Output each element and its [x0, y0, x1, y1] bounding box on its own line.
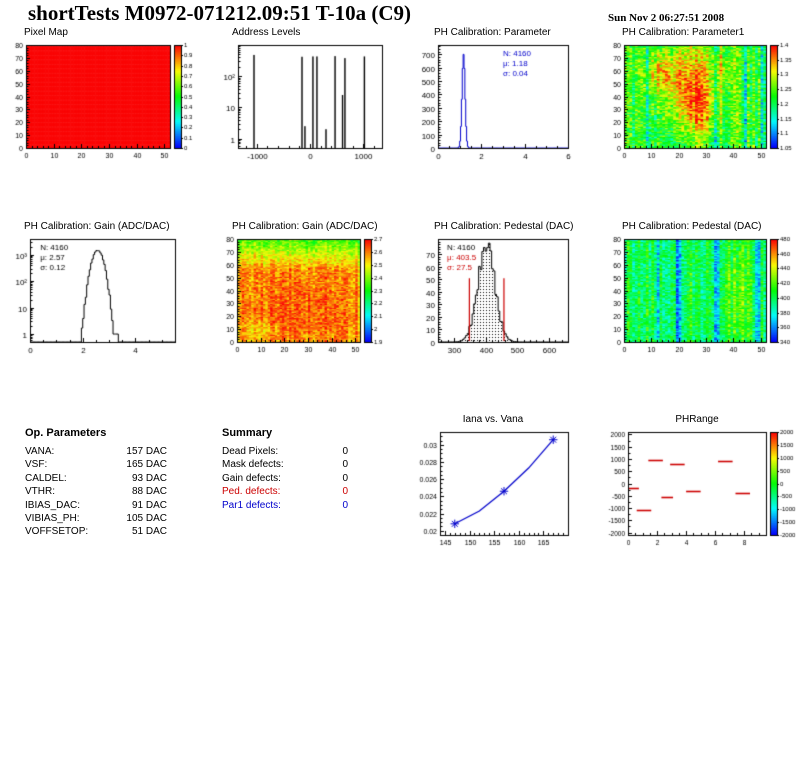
op-parameters-title: Op. Parameters: [25, 427, 107, 439]
param-value: 91 DAC: [131, 499, 167, 511]
op-parameter-row: VIBIAS_PH: 105 DAC: [25, 512, 167, 525]
iana-vs-vana-chart: [410, 427, 576, 551]
chart-title: PH Calibration: Pedestal (DAC): [434, 221, 574, 232]
op-parameter-row: VSF: 165 DAC: [25, 458, 167, 471]
param-value: 157 DAC: [126, 446, 167, 457]
panel-pixel-map: Pixel Map: [0, 27, 200, 164]
summary-row: Dead Pixels: 0: [222, 445, 348, 458]
panel-ph-parameter1-map: PH Calibration: Parameter1: [598, 27, 796, 164]
panel-iana-vs-vana: Iana vs. Vana: [410, 414, 576, 551]
summary-value: 0: [342, 499, 348, 511]
op-parameter-row: VOFFSETOP: 51 DAC: [25, 525, 167, 538]
chart-title: Iana vs. Vana: [462, 414, 524, 425]
chart-title: Address Levels: [232, 27, 301, 38]
panel-phrange: PHRange: [598, 414, 796, 551]
summary-label: Ped. defects:: [222, 486, 281, 498]
summary-value: 0: [342, 446, 348, 457]
summary-row: Gain defects: 0: [222, 472, 348, 485]
param-label: VTHR:: [25, 486, 55, 498]
param-label: VANA:: [25, 446, 55, 457]
param-label: VSF:: [25, 459, 48, 471]
param-value: 105 DAC: [126, 513, 167, 525]
param-label: CALDEL:: [25, 472, 67, 484]
op-parameters-block: Op. Parameters VANA: 157 DAC VSF: 165 DAC …: [25, 427, 167, 539]
summary-title: Summary: [222, 427, 273, 439]
summary-row: Ped. defects: 0: [222, 485, 348, 498]
ph-parameter-chart: [410, 40, 576, 164]
param-value: 165 DAC: [126, 459, 167, 471]
panel-gain-histogram: PH Calibration: Gain (ADC/DAC): [0, 221, 185, 358]
phrange-chart: [598, 427, 796, 551]
panel-ph-parameter: PH Calibration: Parameter: [410, 27, 576, 164]
summary-row: Par1 defects: 0: [222, 499, 348, 512]
chart-title: PH Calibration: Gain (ADC/DAC): [232, 221, 378, 232]
param-value: 51 DAC: [131, 526, 167, 538]
summary-value: 0: [342, 486, 348, 498]
summary-label: Dead Pixels:: [222, 446, 279, 457]
chart-title: PH Calibration: Parameter: [434, 27, 551, 38]
param-label: IBIAS_DAC:: [25, 499, 81, 511]
chart-title: PH Calibration: Pedestal (DAC): [622, 221, 762, 232]
summary-block: Summary Dead Pixels: 0 Mask defects: 0 Gai…: [222, 427, 348, 512]
pedestal-histogram-chart: [410, 234, 576, 358]
chart-title: PHRange: [675, 414, 719, 425]
address-levels-chart: [208, 40, 390, 164]
chart-title: Pixel Map: [24, 27, 68, 38]
param-label: VIBIAS_PH:: [25, 513, 80, 525]
panel-address-levels: Address Levels: [208, 27, 390, 164]
panel-pedestal-histogram: PH Calibration: Pedestal (DAC): [410, 221, 576, 358]
param-value: 93 DAC: [131, 472, 167, 484]
summary-value: 0: [342, 459, 348, 471]
summary-value: 0: [342, 472, 348, 484]
chart-title: PH Calibration: Gain (ADC/DAC): [24, 221, 170, 232]
summary-row: Mask defects: 0: [222, 458, 348, 471]
chart-title: PH Calibration: Parameter1: [622, 27, 745, 38]
pixel-map-chart: [0, 40, 200, 164]
timestamp: Sun Nov 2 06:27:51 2008: [608, 12, 725, 24]
panel-gain-map: PH Calibration: Gain (ADC/DAC): [208, 221, 390, 358]
pedestal-map-chart: [598, 234, 796, 358]
page-title: shortTests M0972-071212.09:51 T-10a (C9): [28, 1, 412, 25]
summary-label: Gain defects:: [222, 472, 281, 484]
param-value: 88 DAC: [131, 486, 167, 498]
summary-label: Par1 defects:: [222, 499, 281, 511]
op-parameter-row: CALDEL: 93 DAC: [25, 472, 167, 485]
gain-map-chart: [208, 234, 390, 358]
panel-pedestal-map: PH Calibration: Pedestal (DAC): [598, 221, 796, 358]
op-parameter-row: VTHR: 88 DAC: [25, 485, 167, 498]
param-label: VOFFSETOP:: [25, 526, 89, 538]
ph-parameter1-map: [598, 40, 796, 164]
summary-label: Mask defects:: [222, 459, 284, 471]
op-parameter-row: VANA: 157 DAC: [25, 445, 167, 458]
op-parameter-row: IBIAS_DAC: 91 DAC: [25, 499, 167, 512]
gain-histogram-chart: [0, 234, 185, 358]
